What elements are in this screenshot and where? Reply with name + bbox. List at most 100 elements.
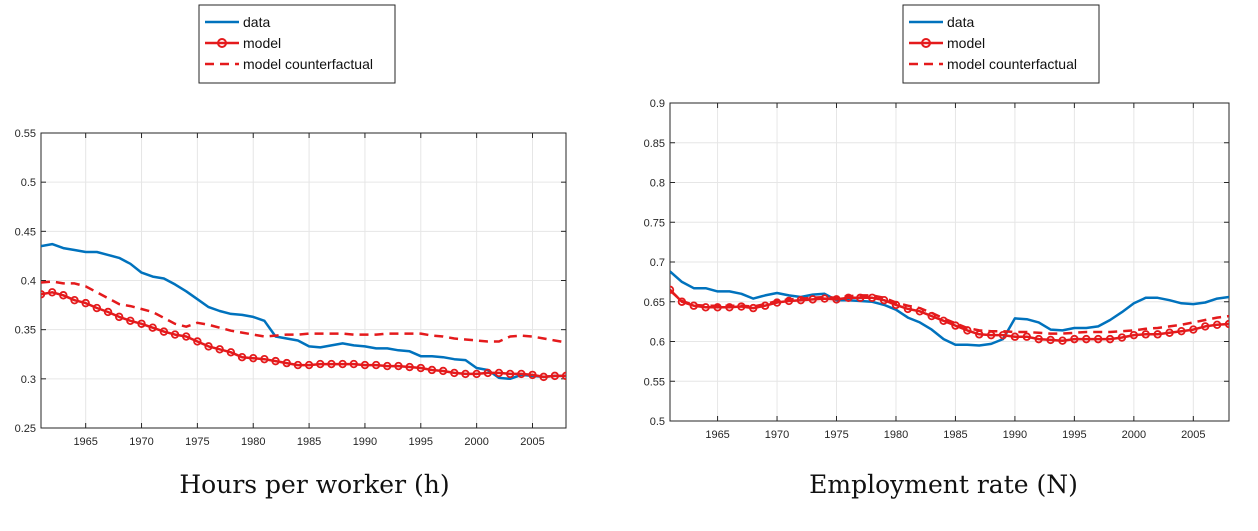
series-line-data	[41, 242, 566, 381]
model-data-point	[808, 295, 817, 304]
model-data-point	[193, 337, 202, 346]
model-data-point	[327, 359, 336, 369]
x-tick-label: 1990	[353, 436, 377, 448]
model-data-point	[41, 290, 46, 299]
model-data-point	[1010, 332, 1020, 341]
model-data-point	[371, 360, 381, 370]
model-data-point	[438, 366, 448, 376]
legend-entry: model	[243, 35, 281, 51]
model-data-point	[749, 303, 758, 313]
model-data-point	[316, 359, 325, 369]
model-data-point	[226, 348, 236, 357]
x-tick-label: 1980	[241, 436, 265, 448]
x-tick-label: 1985	[943, 429, 967, 441]
model-data-point	[1105, 334, 1115, 344]
y-tick-label: 0.55	[644, 376, 665, 388]
model-data-point	[170, 330, 180, 339]
model-data-point	[820, 294, 829, 303]
model-data-point	[349, 359, 358, 369]
model-data-point	[1046, 335, 1055, 345]
model-data-point	[1058, 336, 1067, 345]
model-data-point	[383, 361, 392, 371]
model-data-point	[1070, 334, 1079, 344]
model-data-point	[103, 307, 113, 317]
x-tick-label: 1980	[884, 429, 908, 441]
model-data-point	[472, 369, 481, 379]
model-data-point	[450, 368, 459, 378]
y-tick-label: 0.75	[644, 217, 665, 229]
model-data-point	[670, 285, 675, 295]
model-data-point	[1082, 334, 1091, 344]
model-data-point	[159, 327, 169, 336]
model-data-point	[1165, 328, 1174, 337]
y-tick-label: 0.5	[650, 416, 665, 428]
model-data-point	[998, 330, 1008, 340]
model-data-point	[713, 303, 722, 312]
model-data-point	[517, 369, 526, 379]
model-data-point	[260, 354, 269, 364]
y-tick-label: 0.5	[21, 177, 36, 189]
y-tick-label: 0.25	[15, 423, 36, 435]
model-data-point	[215, 345, 224, 354]
model-data-point	[550, 371, 560, 381]
model-data-point	[137, 319, 146, 328]
x-tick-label: 1995	[409, 436, 433, 448]
model-data-point	[725, 303, 734, 312]
model-data-point	[182, 332, 191, 341]
y-tick-label: 0.45	[15, 226, 36, 238]
model-data-point	[47, 288, 57, 297]
model-data-point	[494, 368, 504, 378]
model-data-point	[832, 295, 841, 304]
model-data-point	[282, 358, 291, 368]
x-tick-label: 2005	[1181, 429, 1205, 441]
model-data-point	[204, 342, 213, 351]
x-tick-label: 1970	[129, 436, 153, 448]
model-data-point	[505, 369, 515, 379]
y-tick-label: 0.4	[21, 276, 36, 288]
model-data-point	[1117, 333, 1127, 342]
x-tick-label: 2000	[1122, 429, 1146, 441]
model-data-point	[1034, 334, 1043, 344]
model-data-point	[701, 303, 710, 312]
x-tick-label: 1990	[1003, 429, 1027, 441]
right-chart-panel: 1965 1970 1975 1980 1985 1990 1995 2000 2005 0.5 0…	[629, 0, 1258, 531]
model-data-point	[70, 295, 79, 305]
model-data-point	[394, 361, 403, 371]
x-tick-label: 2000	[464, 436, 488, 448]
series-line-model	[41, 291, 566, 379]
legend-swatch-marker	[217, 38, 227, 48]
model-data-point	[405, 362, 414, 372]
legend: data model model counterfactual	[902, 4, 1100, 84]
model-data-point	[796, 295, 806, 305]
legend-entry: model counterfactual	[243, 56, 373, 72]
model-data-point	[416, 363, 425, 373]
model-data-point	[528, 370, 537, 380]
model-data-point	[927, 311, 936, 321]
model-data-point	[126, 316, 135, 326]
model-data-point	[249, 353, 258, 363]
plot-series	[41, 242, 566, 382]
employment-rate-chart: 1965 1970 1975 1980 1985 1990 1995 2000 2005 0.5 0…	[644, 4, 1230, 441]
x-tick-label: 1995	[1062, 429, 1086, 441]
x-tick-label: 1975	[824, 429, 848, 441]
model-data-point	[114, 312, 124, 322]
legend-swatch-marker	[921, 38, 931, 48]
model-data-point	[271, 356, 280, 366]
model-data-point	[1129, 330, 1139, 340]
y-tick-label: 0.55	[15, 128, 36, 140]
model-data-point	[1022, 332, 1032, 341]
chart-caption: Employment rate (N)	[809, 470, 1078, 499]
series-line-data	[670, 270, 1229, 347]
model-data-point	[1141, 330, 1150, 339]
y-tick-label: 0.65	[644, 297, 665, 309]
model-data-point	[237, 353, 247, 362]
y-tick-label: 0.85	[644, 138, 665, 150]
x-tick-label: 1965	[705, 429, 729, 441]
model-data-point	[1212, 320, 1222, 330]
chart-caption: Hours per worker (h)	[179, 470, 450, 499]
model-data-point	[59, 291, 68, 300]
legend: data model model counterfactual	[198, 4, 396, 84]
x-tick-label: 1970	[765, 429, 789, 441]
x-tick-label: 2005	[520, 436, 544, 448]
model-data-point	[304, 360, 314, 370]
